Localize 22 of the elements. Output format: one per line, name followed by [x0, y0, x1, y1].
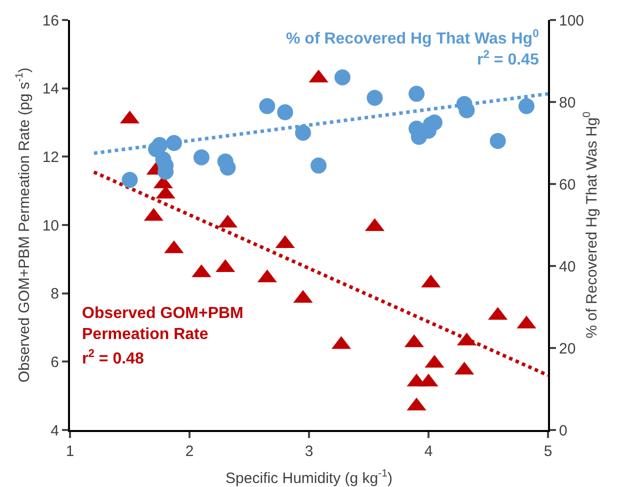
y2-tick-label: 40 [559, 258, 576, 276]
y-tick-label: 8 [50, 286, 59, 303]
annotation: r$^{2}$ = 0.48 [82, 348, 144, 368]
x-tick-label: 3 [304, 443, 314, 460]
y-tick-label: 6 [50, 354, 59, 371]
x-axis-title: Specific Humidity (g kg$^{-1}$) [226, 468, 392, 487]
y2-tick-label: 60 [559, 176, 576, 194]
x-tick-label: 1 [66, 443, 74, 460]
x-tick-label: 5 [544, 443, 552, 460]
text: % of Recovered Hg That Was Hg$^{0}$ [286, 28, 539, 48]
y-tick-label: 4 [50, 422, 59, 440]
x-tick-label: 4 [424, 443, 433, 460]
y2-tick-label: 20 [559, 340, 576, 358]
y-tick-label: 12 [42, 148, 59, 166]
y-tick-label: 16 [42, 12, 59, 30]
annotation: r$^{2}$ = 0.45 [477, 49, 539, 69]
y-tick-label: 10 [42, 217, 59, 234]
y2-tick-label: 100 [559, 12, 584, 30]
y2-tick-label: 80 [559, 94, 576, 112]
y-tick-label: 14 [42, 80, 59, 98]
x-tick-label: 2 [185, 443, 194, 460]
y2-tick-label: 0 [559, 422, 568, 440]
